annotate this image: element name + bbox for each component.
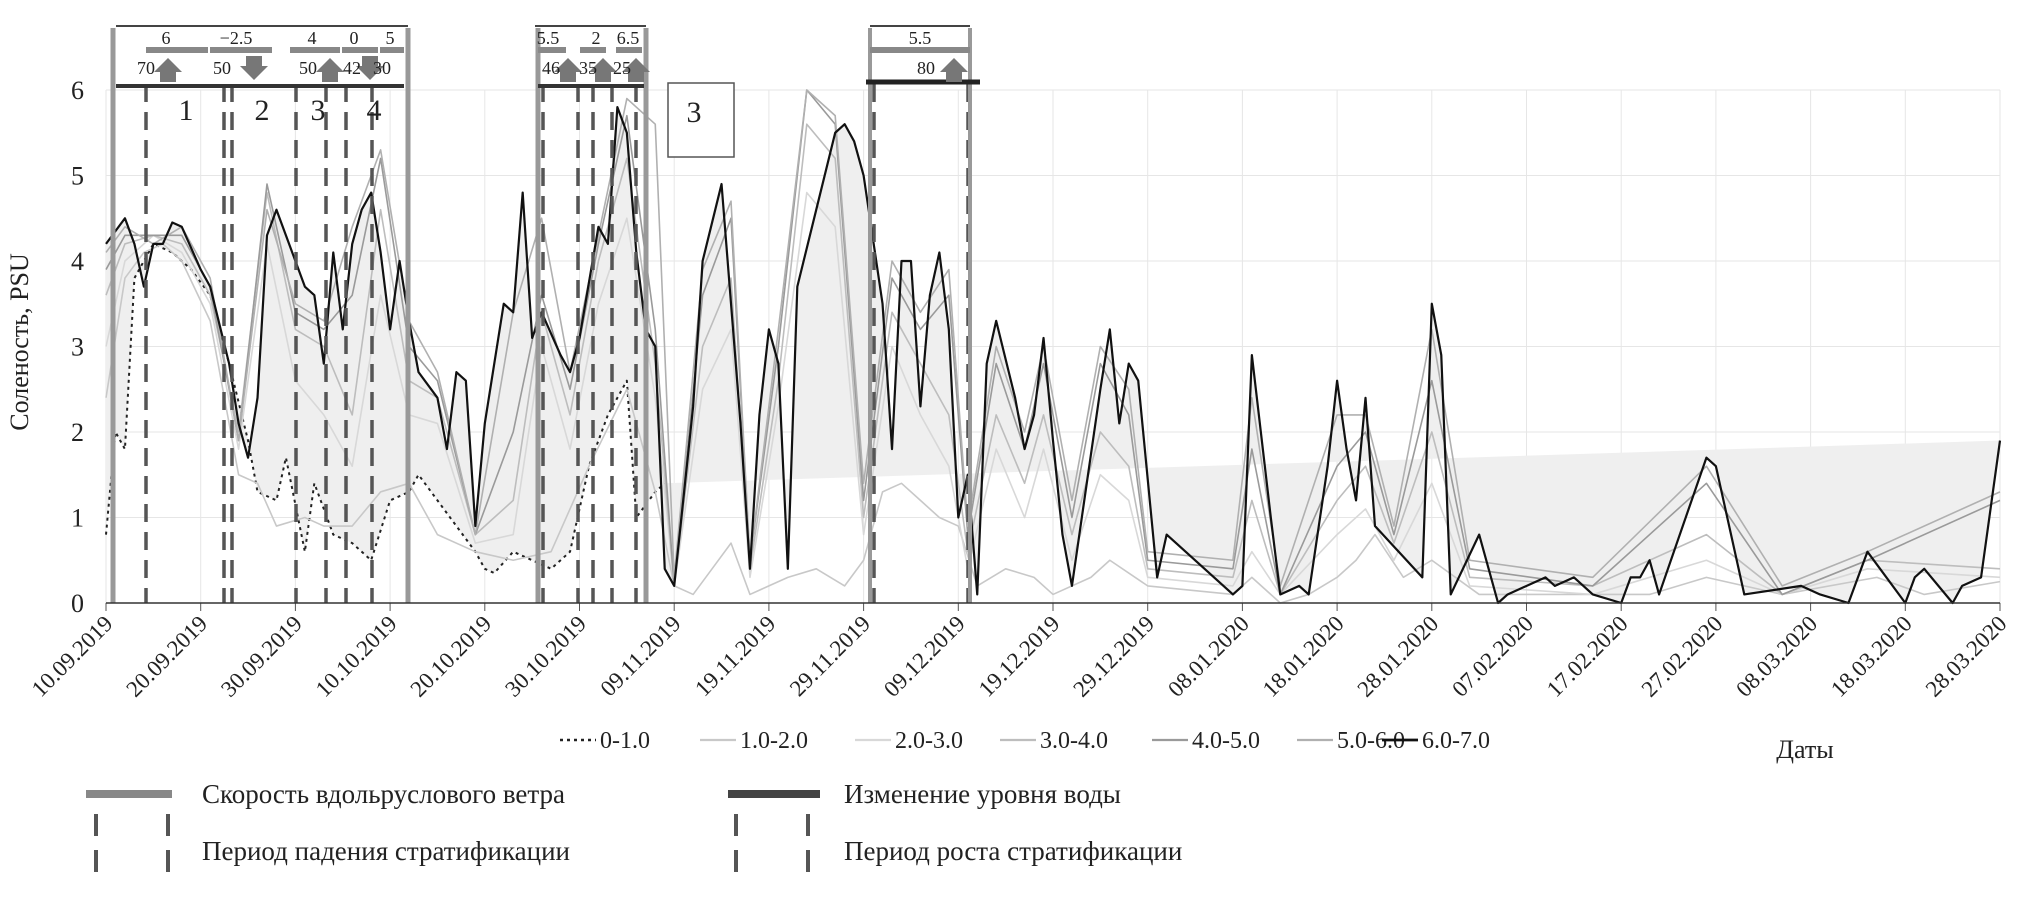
wind-value-label: 2 — [592, 28, 601, 48]
arrow-up-icon — [554, 58, 582, 82]
rise-legend-swatch — [734, 814, 810, 884]
wind-value-label: 6 — [162, 28, 171, 48]
period-number-label: 4 — [367, 94, 382, 127]
x-tick-label: 07.02.2020 — [1447, 611, 1538, 702]
series-line-4.0-5.0 — [105, 89, 2001, 596]
fall-legend-swatch — [94, 814, 170, 884]
x-tick-label: 30.09.2019 — [216, 611, 307, 702]
series-line-5.0-6.0 — [105, 89, 2001, 587]
annotations: 6 −2.5 4 0 5 5.5 2 6.5 5.5 70 50 50 42 30 46 35 25 80 1 2 3 4… — [116, 25, 980, 158]
wind-value-label: 6.5 — [617, 28, 640, 48]
y-tick-label: 3 — [71, 333, 84, 362]
level-value-label: 30 — [373, 58, 391, 78]
legend-label-6.0-7.0: 6.0-7.0 — [1422, 728, 1490, 754]
y-tick-label: 5 — [71, 162, 84, 191]
x-tick-label: 19.11.2019 — [690, 611, 780, 701]
level-value-label: 50 — [213, 58, 231, 78]
arrow-up-icon — [940, 58, 968, 82]
wind-legend-swatch — [86, 790, 172, 798]
legend-label-3.0-4.0: 3.0-4.0 — [1040, 728, 1108, 754]
arrow-up-icon — [154, 58, 182, 82]
legend-label-1.0-2.0: 1.0-2.0 — [740, 728, 808, 754]
level-value-label: 50 — [299, 58, 317, 78]
arrow-up-icon — [622, 58, 650, 82]
legend-label-0-1.0: 0-1.0 — [600, 728, 650, 754]
level-value-label: 42 — [343, 58, 361, 78]
x-tick-label: 08.03.2020 — [1731, 611, 1822, 702]
y-tick-label: 1 — [71, 504, 84, 533]
level-value-label: 80 — [917, 58, 935, 78]
wind-value-label: 5.5 — [537, 28, 560, 48]
series-lines — [105, 89, 2002, 605]
x-tick-label: 28.03.2020 — [1921, 611, 2012, 702]
arrow-up-icon — [589, 58, 617, 82]
wind-value-label: 0 — [350, 28, 359, 48]
level-legend-label: Изменение уровня воды — [844, 779, 1121, 809]
y-tick-label: 0 — [71, 589, 84, 618]
rise-legend-label: Период роста стратификации — [844, 836, 1182, 866]
x-tick-label: 09.12.2019 — [879, 611, 970, 702]
level-value-label: 25 — [613, 58, 631, 78]
series-line-6.0-7.0 — [105, 105, 2002, 605]
period-number-label: 1 — [179, 94, 194, 127]
y-tick-label: 4 — [71, 247, 84, 276]
wind-value-label: 4 — [308, 28, 317, 48]
x-tick-label: 28.01.2020 — [1352, 611, 1443, 702]
series-line-3.0-4.0 — [105, 123, 2001, 596]
level-legend-swatch — [728, 790, 820, 798]
y-tick-label: 6 — [71, 76, 84, 105]
legend-label-2.0-3.0: 2.0-3.0 — [895, 728, 963, 754]
level-value-label: 46 — [542, 58, 560, 78]
legend-label-4.0-5.0: 4.0-5.0 — [1192, 728, 1260, 754]
wind-value-label: −2.5 — [220, 28, 253, 48]
x-tick-label: 09.11.2019 — [595, 611, 685, 701]
period-number-label: 2 — [255, 94, 270, 127]
x-tick-label: 19.12.2019 — [974, 611, 1065, 702]
arrow-down-icon — [240, 56, 268, 80]
x-tick-label: 10.09.2019 — [27, 611, 118, 702]
wind-legend-label: Скорость вдольруслового ветра — [202, 779, 565, 809]
wind-value-label: 5.5 — [909, 28, 932, 48]
x-tick-label: 17.02.2020 — [1542, 611, 1633, 702]
fall-legend-label: Период падения стратификации — [202, 836, 570, 866]
period-markers — [110, 28, 972, 603]
series-line-2.0-3.0 — [105, 191, 2001, 596]
period-number-label: 3 — [311, 94, 326, 127]
wind-value-label: 5 — [386, 28, 395, 48]
x-tick-label: 30.10.2019 — [500, 611, 591, 702]
x-tick-label: 08.01.2020 — [1163, 611, 1254, 702]
x-tick-label: 29.12.2019 — [1068, 611, 1159, 702]
x-tick-label: 18.03.2020 — [1826, 611, 1917, 702]
level-value-label: 70 — [137, 58, 155, 78]
legend: 0-1.0 1.0-2.0 2.0-3.0 3.0-4.0 4.0-5.0 5.0-6.0… — [560, 728, 1490, 754]
y-tick-label: 2 — [71, 418, 84, 447]
x-tick-label: 27.02.2020 — [1637, 611, 1728, 702]
legend-extra: Скорость вдольруслового ветра Изменение … — [86, 779, 1182, 884]
x-tick-label: 18.01.2020 — [1258, 611, 1349, 702]
arrow-up-icon — [316, 58, 344, 82]
period-box-label: 3 — [687, 96, 702, 129]
level-value-label: 35 — [579, 58, 597, 78]
x-tick-label: 29.11.2019 — [785, 611, 875, 701]
series-line-0-1.0 — [105, 242, 666, 575]
x-axis-label: Даты — [1776, 735, 1833, 764]
period-box — [667, 82, 735, 158]
x-tick-label: 10.10.2019 — [311, 611, 402, 702]
y-axis-label: Соленость, PSU — [5, 253, 34, 431]
x-tick-label: 20.10.2019 — [405, 611, 496, 702]
arrow-down-icon — [356, 56, 384, 80]
series-line-1.0-2.0 — [105, 243, 2001, 604]
x-tick-label: 20.09.2019 — [121, 611, 212, 702]
